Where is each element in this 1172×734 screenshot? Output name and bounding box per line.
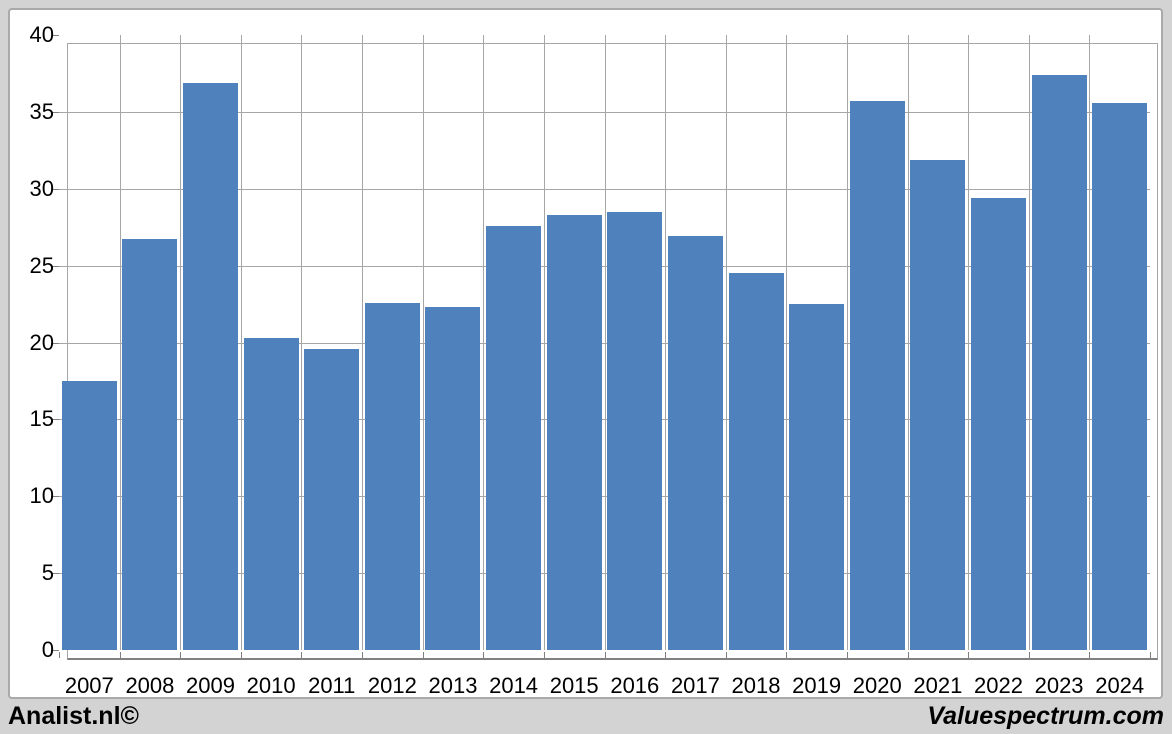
x-axis-tick xyxy=(422,652,424,658)
x-axis-tick xyxy=(604,652,606,658)
x-axis-tick xyxy=(59,652,60,658)
bar-2022 xyxy=(970,197,1026,650)
x-axis-tick-label: 2017 xyxy=(670,673,720,698)
brand-valuespectrum: Valuespectrum.com xyxy=(927,701,1164,730)
gridline-vertical xyxy=(968,35,970,650)
footer: Analist.nl© Valuespectrum.com xyxy=(8,701,1164,731)
gridline-vertical xyxy=(119,35,121,650)
x-axis-tick xyxy=(725,652,727,658)
gridline-vertical xyxy=(907,35,909,650)
y-axis-tick xyxy=(51,342,59,344)
y-axis-tick-label: 10 xyxy=(29,483,54,509)
x-axis-tick-label: 2014 xyxy=(489,673,539,698)
bar-2011 xyxy=(304,348,360,650)
x-axis-tick-label: 2008 xyxy=(125,673,175,698)
x-axis-tick-label: 2009 xyxy=(186,673,235,698)
y-axis-tick xyxy=(51,35,59,36)
bar-2017 xyxy=(667,236,723,650)
y-axis-tick xyxy=(51,188,59,190)
x-axis-tick-label: 2010 xyxy=(246,673,296,698)
gridline-vertical xyxy=(725,35,727,650)
x-axis-tick-label: 2011 xyxy=(308,673,356,698)
y-axis-tick xyxy=(51,111,59,113)
y-axis-tick xyxy=(51,573,59,575)
y-axis-tick-label: 5 xyxy=(41,560,54,586)
y-axis-tick-label: 40 xyxy=(29,22,54,47)
x-axis-tick xyxy=(483,652,485,658)
x-axis-tick xyxy=(786,652,788,658)
bar-2013 xyxy=(425,307,481,650)
x-axis-tick-label: 2007 xyxy=(64,673,114,698)
gridline-vertical xyxy=(422,35,424,650)
x-axis-tick xyxy=(119,652,121,658)
x-axis-tick xyxy=(240,652,242,658)
gridline-vertical xyxy=(846,35,848,650)
gridline-vertical xyxy=(362,35,364,650)
bar-2021 xyxy=(910,159,966,650)
x-axis-tick-label: 2020 xyxy=(852,673,902,698)
bar-2024 xyxy=(1092,102,1148,650)
bar-2008 xyxy=(122,239,178,650)
x-axis-tick xyxy=(543,652,545,658)
bar-2012 xyxy=(364,302,420,650)
y-axis-tick-label: 20 xyxy=(29,329,54,355)
x-axis-tick xyxy=(362,652,364,658)
plot-area xyxy=(67,43,1158,660)
x-axis-tick-label: 2015 xyxy=(549,673,599,698)
bar-2019 xyxy=(789,304,845,650)
gridline-vertical xyxy=(1089,35,1091,650)
chart-panel: 0 5 10 15 20 25 30 35 40 2007 2008 2009 2010 2011 201… xyxy=(8,8,1163,699)
bar-2009 xyxy=(183,82,239,650)
x-axis-tick xyxy=(907,652,909,658)
bar-2014 xyxy=(486,225,542,650)
x-axis-tick-label: 2013 xyxy=(428,673,478,698)
y-axis-tick-label: 15 xyxy=(29,406,54,432)
y-axis-tick-label: 35 xyxy=(29,98,54,124)
x-axis-tick xyxy=(301,652,303,658)
y-axis-tick-label: 25 xyxy=(29,252,54,278)
x-axis-tick xyxy=(1028,652,1030,658)
x-axis-tick-label: 2024 xyxy=(1095,673,1145,698)
gridline-vertical xyxy=(180,35,182,650)
x-axis-tick xyxy=(1089,652,1091,658)
x-axis-tick xyxy=(846,652,848,658)
gridline-vertical xyxy=(665,35,667,650)
y-axis-tick xyxy=(51,650,59,651)
x-axis-tick xyxy=(1150,652,1151,658)
gridline-vertical xyxy=(301,35,303,650)
y-axis-tick-label: 30 xyxy=(29,175,54,201)
x-axis-tick xyxy=(968,652,970,658)
x-axis-tick-label: 2018 xyxy=(731,673,781,698)
bar-2007 xyxy=(61,380,117,650)
gridline-vertical xyxy=(543,35,545,650)
y-axis-tick xyxy=(51,496,59,498)
bar-2010 xyxy=(243,337,299,650)
bar-2015 xyxy=(546,214,602,650)
x-axis-tick-label: 2019 xyxy=(792,673,842,698)
bar-2018 xyxy=(728,273,784,650)
gridline-vertical xyxy=(240,35,242,650)
bar-2020 xyxy=(849,101,905,650)
x-axis-tick-label: 2012 xyxy=(367,673,417,698)
gridline-vertical xyxy=(483,35,485,650)
x-axis-tick-label: 2022 xyxy=(973,673,1023,698)
brand-analist: Analist.nl© xyxy=(8,701,139,730)
gridline-vertical xyxy=(604,35,606,650)
x-axis-tick xyxy=(665,652,667,658)
bar-2016 xyxy=(607,211,663,650)
x-axis-tick-label: 2016 xyxy=(610,673,660,698)
gridline-vertical xyxy=(1028,35,1030,650)
bar-2023 xyxy=(1031,74,1087,650)
y-axis-tick-label: 0 xyxy=(41,637,54,662)
x-axis-tick xyxy=(180,652,182,658)
y-axis-tick xyxy=(51,419,59,421)
y-axis-tick xyxy=(51,265,59,267)
x-axis-tick-label: 2023 xyxy=(1034,673,1084,698)
x-axis-tick-label: 2021 xyxy=(913,673,963,698)
gridline-vertical xyxy=(786,35,788,650)
